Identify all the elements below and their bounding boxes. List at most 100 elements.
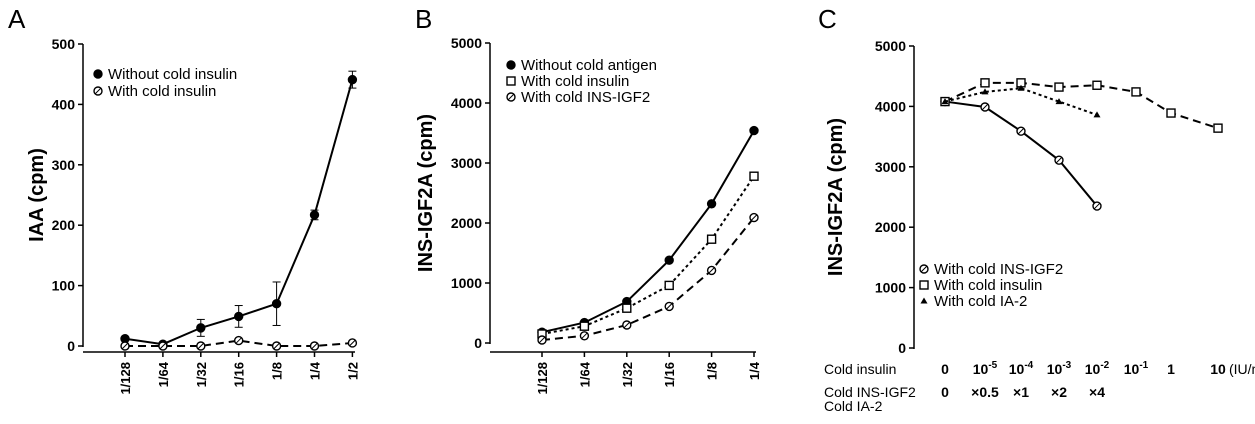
panel-b-series-2-point (622, 320, 632, 330)
panel-c-row-0-cell: 10-1 (1124, 360, 1149, 377)
panel-c-row-label-0: Cold insulin (824, 361, 896, 377)
panel-b-series-1-line (541, 175, 755, 335)
panel-b-xtick-label: 1/8 (705, 362, 720, 380)
panel-a-ytick-label: 300 (52, 157, 76, 173)
panel-b-series-2-point (579, 331, 590, 341)
panel-c-row-label-1: Cold INS-IGF2 (824, 384, 916, 400)
panel-a-series-1-point (347, 338, 358, 348)
panel-c-legend-entry-1: With cold insulin (934, 277, 1042, 294)
panel-c-legend-entry-0: With cold INS-IGF2 (934, 261, 1063, 278)
panel-c-legend-marker-2 (920, 297, 928, 304)
panel-b-series-1-point (622, 303, 632, 313)
panel-a-series-0-point (271, 299, 282, 309)
panel-b-y-axis-label: INS-IGF2A (cpm) (415, 114, 437, 272)
panel-b-series-2-line (541, 216, 755, 341)
panel-b-legend-marker-2 (506, 92, 516, 102)
panel-a-series-0-point (196, 323, 206, 333)
panel-c-row-cell-exponent: -4 (1024, 360, 1033, 371)
panel-c-row-0-cell: 10-4 (1009, 360, 1034, 377)
panel-c-row-0-cell: 0 (941, 361, 949, 377)
panel-c-series-0-point-slash (1017, 127, 1025, 135)
panel-a-series-1-point-slash (311, 342, 318, 350)
panel-a-series-1-point (196, 341, 206, 351)
panel-b-series-2-point (749, 212, 759, 223)
panel-a-series-1-point-slash (235, 337, 243, 344)
panel-a-legend-marker-0 (93, 69, 103, 79)
panel-b-ytick-label: 5000 (451, 35, 482, 51)
panel-a-series-1-point (158, 341, 168, 351)
panel-b-legend-marker-0 (506, 60, 516, 70)
panel-a-ytick-label: 0 (67, 338, 75, 354)
panel-a-series-0-point (347, 74, 358, 85)
panel-c-row-0-cell: 10-3 (1047, 360, 1072, 377)
panel-a-xtick-label: 1/32 (194, 362, 209, 387)
panel-b-series-0-point (664, 255, 674, 265)
panel-a-series-1-point-slash (349, 339, 356, 347)
panel-b-legend-marker-2-slash (507, 93, 515, 101)
panel-c-series-2-line (944, 87, 1098, 116)
panel-c-legend-marker-1 (919, 280, 929, 290)
panel-c-row-0-cell: 10 (1210, 361, 1226, 377)
panel-c-series-0-point (1054, 155, 1064, 165)
panel-b-series-2-point (537, 335, 547, 345)
panel-a-ytick-label: 500 (52, 36, 76, 52)
panel-c-series-0-point (1016, 126, 1026, 136)
panel-c-legend-marker-0-slash (920, 265, 928, 273)
panel-b-xtick-label: 1/32 (620, 362, 635, 387)
panel-a-xtick-label: 1/4 (308, 361, 323, 380)
panel-b-ytick-label: 0 (474, 335, 482, 351)
panel-a-ytick-label: 200 (52, 217, 76, 233)
panel-b-ytick-label: 4000 (451, 95, 482, 111)
panel-c-row-cell-exponent: -2 (1100, 360, 1109, 371)
panel-c-row-1-cell: 0 (941, 384, 949, 400)
panel-a-series-1-point (120, 341, 130, 351)
panel-c-series-1-point (1131, 87, 1141, 97)
panel-c-row-1-cell: ×0.5 (971, 384, 999, 400)
panel-a-legend-marker-1 (93, 86, 103, 96)
panel-a-series-1-point-slash (197, 342, 205, 350)
panel-c-ytick-label: 1000 (875, 280, 906, 296)
panel-b-xtick-label: 1/64 (577, 361, 592, 387)
panel-c-series-2-point (1093, 111, 1101, 118)
panel-c-series-1-point (1166, 108, 1176, 118)
panel-a-ytick-label: 400 (52, 96, 76, 112)
panel-a-series-1-point-slash (273, 342, 280, 350)
panel-a-legend-entry-0: Without cold insulin (108, 66, 237, 83)
panel-a-series-1-point-slash (159, 342, 167, 350)
panel-c-series-2-point (1017, 84, 1025, 91)
panel-b-series-2-point-slash (581, 332, 588, 340)
panel-a-series-0-point (233, 311, 244, 322)
panel-c-row-cell-exponent: -5 (988, 360, 997, 371)
panel-c-series-2-point (1055, 98, 1063, 105)
panel-c-legend-entry-2: With cold IA-2 (934, 293, 1027, 310)
panel-c-series-0-point-slash (1055, 156, 1063, 164)
panel-a-legend-marker-1-slash (94, 87, 102, 95)
panel-b-series-0-line (541, 130, 755, 334)
panel-c-series-1-point (1213, 123, 1223, 133)
panel-a-legend-entry-1: With cold insulin (108, 83, 216, 100)
panel-c-ytick-label: 5000 (875, 38, 906, 54)
panel-b-legend-marker-1 (506, 76, 516, 86)
panel-c-row-0-cell: 1 (1167, 361, 1175, 377)
panel-a-xtick-label: 1/2 (345, 362, 360, 380)
panel-b-series-1-point (664, 280, 674, 291)
panel-b-series-1-point (749, 171, 759, 181)
panel-c-series-0-point-slash (981, 103, 989, 111)
panel-b: B 0 1000 2000 3000 4000 5000 INS-IGF2A (cpm) 1/1… (415, 4, 762, 395)
panel-a-series-0-point (309, 210, 320, 220)
panel-a-xtick-label: 1/16 (232, 362, 247, 387)
panel-b-series-2-point-slash (623, 321, 631, 329)
panel-c-series-0-line (944, 100, 1098, 207)
panel-b-series-2-point (664, 301, 674, 312)
panel-c-letter: C (818, 4, 837, 34)
panel-b-ytick-label: 1000 (451, 275, 482, 291)
panel-a-y-axis-label: IAA (cpm) (26, 148, 48, 242)
panel-c-series-1-point (1092, 80, 1102, 90)
panel-c-row-0-cell: 10-2 (1085, 360, 1110, 377)
panel-c-row-1-cell: ×4 (1089, 384, 1105, 400)
panel-c-row-cell-exponent: -3 (1062, 360, 1071, 371)
panel-a-series-1-point-slash (121, 342, 129, 350)
panel-a-xtick-label: 1/8 (270, 362, 285, 380)
panel-b-xtick-label: 1/128 (535, 362, 550, 395)
